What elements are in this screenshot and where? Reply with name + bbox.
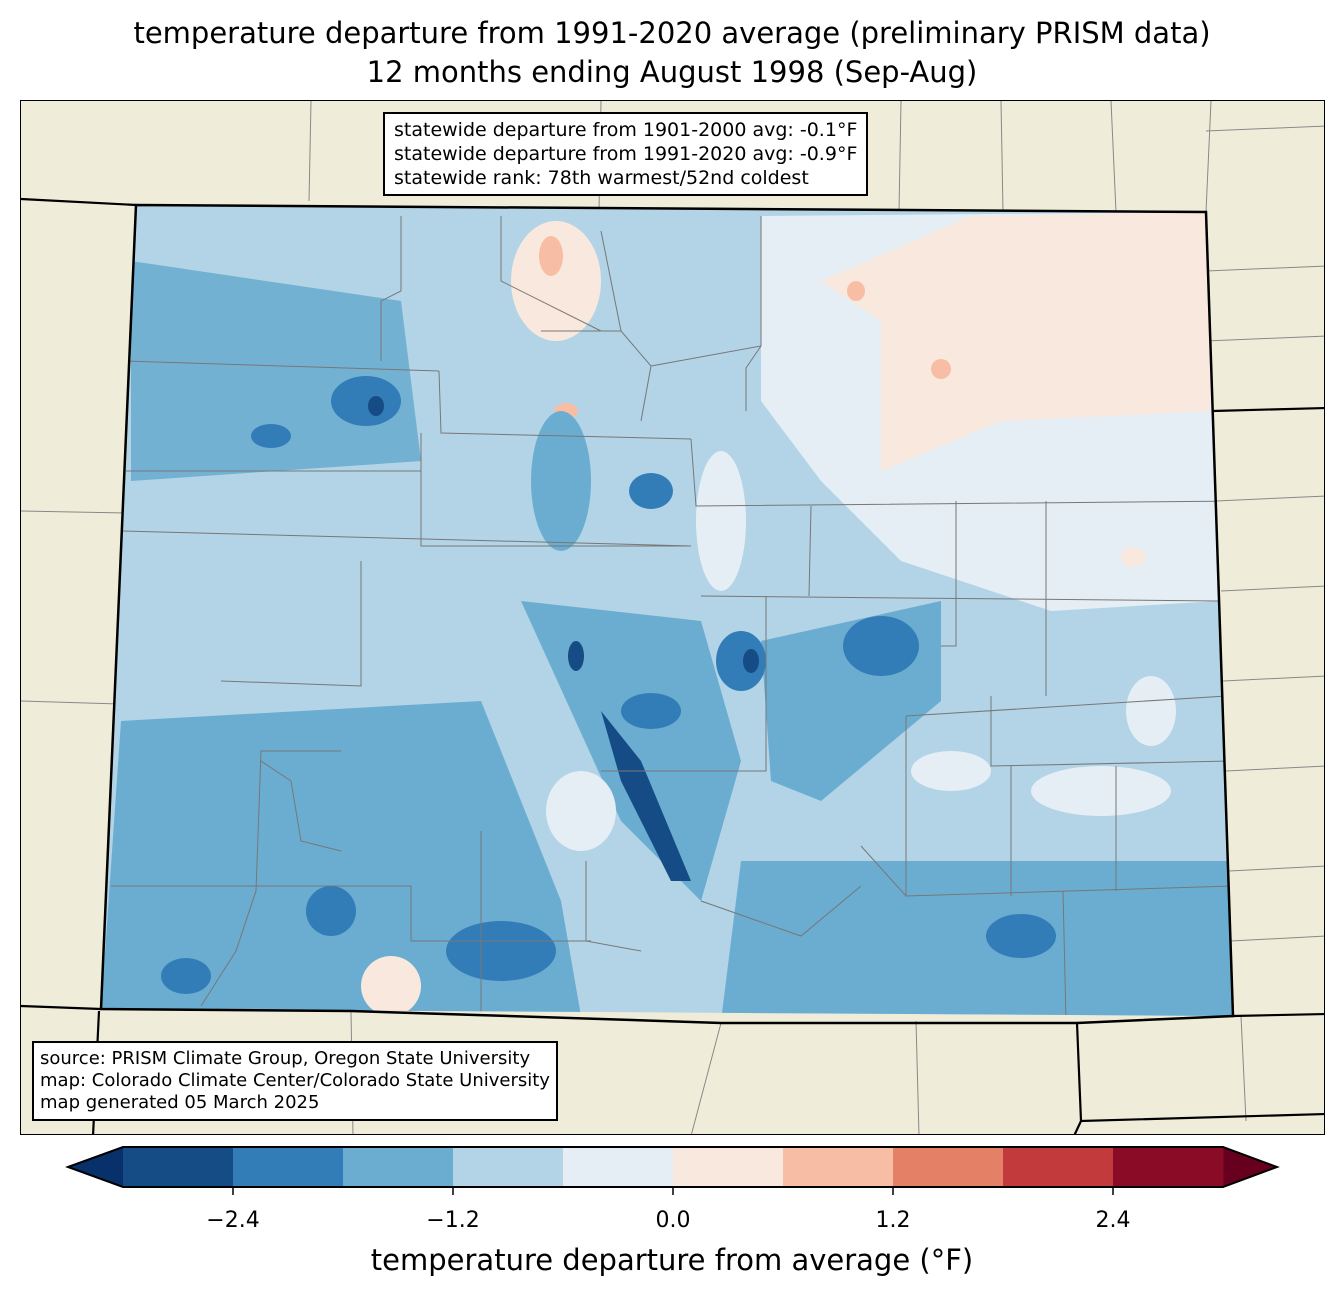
colorbar-tick-label: 2.4 — [1095, 1208, 1131, 1233]
map-title: temperature departure from 1991-2020 ave… — [133, 16, 1211, 50]
source-line: source: PRISM Climate Group, Oregon Stat… — [40, 1048, 531, 1069]
colorbar-label: temperature departure from average (°F) — [370, 1243, 974, 1277]
colorbar — [65, 1146, 1280, 1195]
colorbar-segment — [1003, 1147, 1114, 1187]
colorbar-under-arrow — [68, 1147, 123, 1187]
source-box: source: PRISM Climate Group, Oregon Stat… — [32, 1041, 558, 1121]
colorbar-over-arrow — [1223, 1147, 1277, 1187]
temperature-contours — [101, 205, 1233, 1016]
neighbor-state-borders — [21, 197, 1324, 1134]
colorbar-segment — [343, 1147, 454, 1187]
map-generated-line: map generated 05 March 2025 — [40, 1092, 320, 1113]
statewide-stats-box: statewide departure from 1901-2000 avg: … — [383, 112, 869, 196]
colorbar-tick-label: −1.2 — [426, 1208, 480, 1233]
colorbar-outline — [65, 1146, 1280, 1188]
stats-departure-1991-2020: statewide departure from 1991-2020 avg: … — [394, 143, 858, 165]
colorbar-tick-label: 0.0 — [655, 1208, 691, 1233]
map-subtitle: 12 months ending August 1998 (Sep-Aug) — [366, 55, 978, 89]
colorbar-segment — [123, 1147, 234, 1187]
colorbar-segment — [453, 1147, 564, 1187]
colorbar-segment — [1113, 1147, 1224, 1187]
neighbor-county-lines — [21, 101, 1324, 1134]
colorbar-tick-label: 1.2 — [875, 1208, 911, 1233]
colorado-temperature-map — [21, 101, 1324, 1134]
stats-rank: statewide rank: 78th warmest/52nd coldes… — [394, 167, 809, 189]
colorbar-segment — [673, 1147, 784, 1187]
colorbar-segment — [233, 1147, 344, 1187]
colorbar-tick-label: −2.4 — [206, 1208, 260, 1233]
colorado-state-border — [99, 203, 1235, 1025]
map-credit-line: map: Colorado Climate Center/Colorado St… — [40, 1070, 550, 1091]
map-panel — [20, 100, 1325, 1135]
colorbar-segment — [893, 1147, 1004, 1187]
county-boundaries — [111, 216, 1233, 1016]
stats-departure-1901-2000: statewide departure from 1901-2000 avg: … — [394, 119, 858, 141]
colorbar-segment — [563, 1147, 674, 1187]
colorbar-segment — [783, 1147, 894, 1187]
